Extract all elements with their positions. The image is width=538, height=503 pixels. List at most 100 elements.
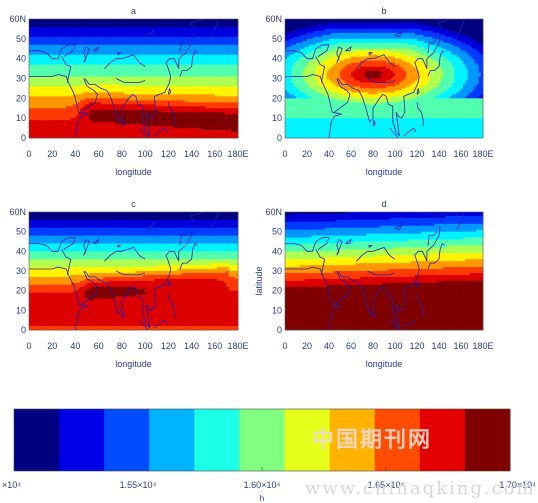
coastline: [437, 19, 461, 30]
x-tick-label: 160: [207, 341, 222, 351]
coastline: [179, 50, 198, 77]
coastline: [154, 319, 168, 329]
x-tick-label: 40: [70, 149, 80, 159]
coastline: [394, 28, 405, 38]
x-tick-label: 60: [94, 341, 104, 351]
coastline: [337, 78, 400, 137]
coastline: [368, 244, 373, 249]
panel-title: c: [131, 199, 136, 209]
coastline: [167, 280, 172, 288]
coastline: [116, 244, 122, 249]
x-tick-label: 120: [161, 149, 176, 159]
coastline: [456, 19, 465, 37]
colorbar-segment: [104, 409, 150, 471]
y-tick-label: 40: [272, 246, 282, 256]
coastline: [416, 88, 420, 95]
x-tick-label: 100: [387, 341, 402, 351]
y-tick-label: 10: [16, 113, 26, 123]
colorbar-segment: [149, 409, 195, 471]
coastline: [167, 88, 172, 95]
x-tick-label: 0: [26, 341, 31, 351]
panel-c-frame: [28, 211, 239, 331]
x-tick-label: 40: [70, 341, 80, 351]
x-tick-label: 120: [409, 341, 424, 351]
panel-d-field: [285, 212, 484, 331]
coastline: [477, 19, 479, 20]
coastline: [209, 212, 219, 230]
coastline: [61, 56, 72, 83]
coastline: [179, 38, 190, 53]
watermark: 中国期刊网 www.chinaqking.com: [305, 427, 534, 499]
x-tick-label: 60: [94, 149, 104, 159]
x-tick-label: 100: [138, 149, 153, 159]
y-tick-label: 0: [21, 133, 26, 143]
coastline: [334, 270, 351, 305]
colorbar-segment: [464, 409, 511, 471]
coastline: [285, 44, 330, 60]
coastline: [367, 78, 396, 83]
x-tick-label: 0: [26, 149, 31, 159]
x-tick-label: 160: [453, 149, 468, 159]
y-axis-label: latitude: [254, 266, 264, 295]
x-tick-label: 80: [117, 341, 127, 351]
panel-title: d: [381, 199, 386, 209]
colorbar-label: h: [260, 494, 264, 503]
y-tick-label: 30: [272, 266, 282, 276]
x-tick-label: 80: [368, 149, 378, 159]
panel-b-field: [285, 19, 484, 139]
coastline: [83, 46, 90, 63]
coastline: [179, 242, 198, 270]
coastline: [437, 212, 461, 223]
colorbar-tick-label: 1.55×10⁴: [120, 480, 157, 490]
coastline: [356, 54, 396, 69]
coastline: [139, 319, 149, 330]
coastline: [179, 231, 190, 246]
colorbar-segment: [239, 409, 286, 471]
coastline: [395, 225, 441, 329]
coastline: [81, 78, 98, 113]
x-tick-label: 140: [184, 341, 199, 351]
coastline: [144, 221, 155, 231]
x-tick-label: 80: [368, 341, 378, 351]
colorbar-segment: [14, 409, 60, 471]
y-tick-label: 0: [21, 325, 26, 335]
coastline: [285, 266, 343, 330]
x-tick-label: 40: [324, 341, 334, 351]
coastline: [285, 74, 343, 138]
x-tick-label: 140: [431, 149, 446, 159]
coastline: [403, 319, 417, 329]
panel-a-frame: [28, 18, 239, 139]
x-tick-label: 120: [409, 149, 424, 159]
coastline: [189, 212, 215, 223]
x-tick-label: 140: [431, 341, 446, 351]
coastline: [29, 74, 89, 138]
coastline: [92, 238, 100, 244]
coastline: [167, 294, 176, 319]
y-tick-label: 60N: [265, 207, 282, 217]
coastline: [403, 127, 417, 137]
coastline: [416, 294, 425, 319]
coastline: [116, 52, 122, 56]
colorbar-tick-label: ×10⁴: [2, 480, 21, 490]
colorbar-segment: [59, 409, 105, 471]
x-tick-label: 100: [138, 341, 153, 351]
colorbar-tick-label: 1.70×10⁴: [499, 480, 536, 490]
panel-c-coastlines: [29, 212, 233, 330]
y-tick-label: 20: [272, 93, 282, 103]
coastline: [315, 56, 326, 83]
colorbar-tick-label: 1.60×10⁴: [244, 480, 281, 490]
coastline: [61, 249, 72, 275]
coastline: [427, 231, 438, 246]
coastline: [394, 221, 405, 231]
coastline: [416, 102, 425, 127]
y-tick-label: 60N: [9, 207, 26, 217]
coastline: [121, 119, 125, 127]
x-tick-label: 20: [302, 149, 312, 159]
x-tick-label: 180E: [472, 149, 493, 159]
coastline: [232, 212, 233, 213]
colorbar: ×10⁴ 1.55×10⁴ 1.60×10⁴ 1.65×10⁴ 1.70×10⁴ h: [2, 408, 536, 503]
y-tick-label: 40: [272, 54, 282, 64]
x-tick-label: 120: [161, 341, 176, 351]
y-tick-label: 50: [16, 34, 26, 44]
